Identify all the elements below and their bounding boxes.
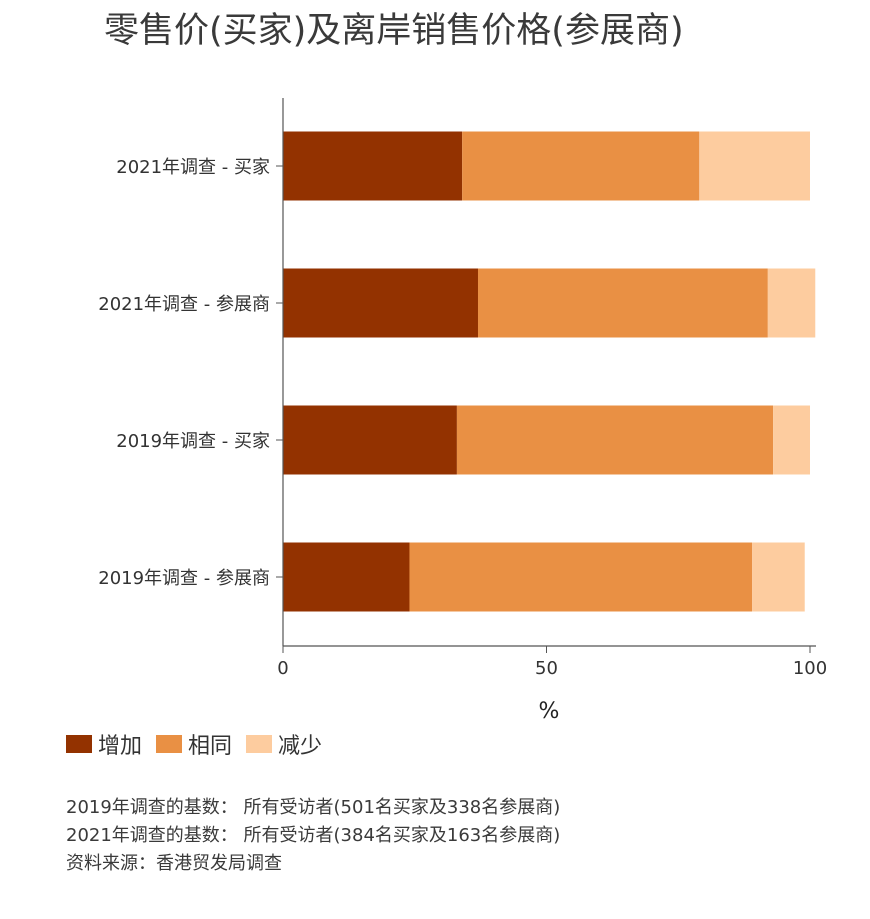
legend-swatch-decrease bbox=[246, 735, 273, 753]
bar-increase-2 bbox=[283, 405, 457, 475]
legend: 增加 相同 减少 bbox=[66, 728, 336, 760]
legend-swatch-increase bbox=[66, 735, 92, 753]
legend-item-decrease: 减少 bbox=[246, 728, 322, 760]
legend-item-same: 相同 bbox=[156, 728, 232, 760]
bar-increase-1 bbox=[283, 268, 478, 338]
bar-increase-3 bbox=[283, 542, 410, 612]
bar-increase-0 bbox=[283, 131, 463, 201]
legend-item-increase: 增加 bbox=[66, 728, 142, 760]
category-label-2: 2019年调查 - 买家 bbox=[116, 431, 270, 452]
legend-swatch-same bbox=[156, 735, 183, 753]
legend-label-decrease: 减少 bbox=[278, 734, 323, 759]
bar-same-2 bbox=[456, 405, 774, 475]
bar-same-1 bbox=[477, 268, 768, 338]
bar-decrease-1 bbox=[767, 268, 816, 338]
bar-decrease-3 bbox=[752, 542, 805, 612]
x-ticks: 0 50 100 bbox=[277, 646, 827, 679]
category-label-1: 2021年调查 - 参展商 bbox=[98, 294, 270, 315]
category-labels: 2021年调查 - 买家 2021年调查 - 参展商 2019年调查 - 买家 201… bbox=[98, 157, 283, 589]
note-base-2019: 2019年调查的基数： 所有受访者(501名买家及338名参展商) bbox=[66, 797, 561, 818]
bar-decrease-0 bbox=[699, 131, 810, 201]
note-source: 资料来源：香港贸发局调查 bbox=[66, 853, 282, 874]
legend-label-same: 相同 bbox=[188, 734, 233, 759]
legend-label-increase: 增加 bbox=[98, 734, 143, 759]
x-axis-label: % bbox=[539, 699, 560, 720]
bars-group bbox=[283, 131, 816, 612]
bar-same-0 bbox=[462, 131, 700, 201]
stacked-bar-chart: 2021年调查 - 买家 2021年调查 - 参展商 2019年调查 - 买家 201… bbox=[98, 98, 827, 720]
footnotes: 2019年调查的基数： 所有受访者(501名买家及338名参展商) 2021年调… bbox=[66, 794, 560, 878]
chart-title: 零售价(买家)及离岸销售价格(参展商) bbox=[104, 11, 684, 51]
bar-same-3 bbox=[409, 542, 753, 612]
note-base-2021: 2021年调查的基数： 所有受访者(384名买家及163名参展商) bbox=[66, 825, 561, 846]
x-tick-label-0: 0 bbox=[277, 658, 288, 679]
bar-decrease-2 bbox=[773, 405, 810, 475]
x-tick-label-2: 100 bbox=[793, 658, 827, 679]
x-tick-label-1: 50 bbox=[535, 658, 558, 679]
category-label-3: 2019年调查 - 参展商 bbox=[98, 568, 270, 589]
category-label-0: 2021年调查 - 买家 bbox=[116, 157, 270, 178]
